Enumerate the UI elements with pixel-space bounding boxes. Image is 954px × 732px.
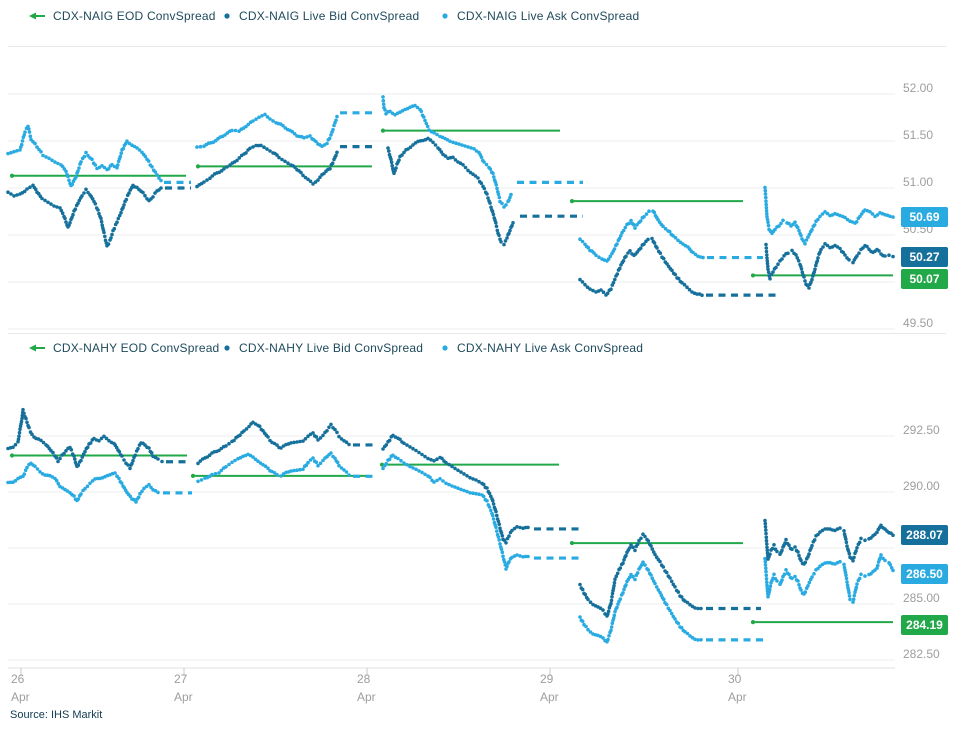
x-axis-month-label: Apr [540,690,559,704]
legend-label: CDX-NAIG EOD ConvSpread [53,9,216,23]
legend-item-nahy-bid[interactable]: CDX-NAHY Live Bid ConvSpread [222,339,423,357]
y-axis-tick-label: 52.00 [903,81,934,95]
bid-value-badge: 288.07 [901,525,948,546]
legend-item-naig-eod[interactable]: CDX-NAIG EOD ConvSpread [28,7,216,25]
panel-separator [8,333,946,334]
x-axis-month-label: Apr [728,690,747,704]
y-axis-tick-label: 49.50 [903,316,934,330]
x-axis-day-label: 27 [174,672,188,686]
eod-line-icon [29,12,45,20]
source-attribution: Source: IHS Markit [10,709,103,721]
x-axis-day-label: 30 [728,672,742,686]
legend-label: CDX-NAHY EOD ConvSpread [53,341,220,355]
y-axis-tick-label: 290.00 [903,479,940,493]
legend-item-nahy-ask[interactable]: CDX-NAHY Live Ask ConvSpread [440,339,643,357]
legend-item-naig-bid[interactable]: CDX-NAIG Live Bid ConvSpread [222,7,419,25]
x-axis-day-label: 26 [11,672,25,686]
x-axis-month-label: Apr [174,690,193,704]
eod-line-icon [29,344,45,352]
ask-dot-icon [442,345,448,351]
legend-label: CDX-NAIG Live Bid ConvSpread [239,9,420,23]
eod-value-badge: 50.07 [901,269,948,290]
y-axis-tick-label: 285.00 [903,591,940,605]
y-axis-tick-label: 282.50 [903,647,940,661]
x-axis-month-label: Apr [11,690,30,704]
y-axis-tick-label: 51.50 [903,128,934,142]
panel-separator [8,46,946,47]
legend-naig: CDX-NAIG EOD ConvSpread CDX-NAIG Live Bi… [0,7,954,25]
ask-value-badge: 286.50 [901,564,948,585]
legend-label: CDX-NAHY Live Bid ConvSpread [239,341,424,355]
legend-item-nahy-eod[interactable]: CDX-NAHY EOD ConvSpread [28,339,219,357]
bid-dot-icon [224,345,230,351]
legend-item-naig-ask[interactable]: CDX-NAIG Live Ask ConvSpread [440,7,639,25]
eod-value-badge: 284.19 [901,615,948,636]
y-axis-tick-label: 292.50 [903,423,940,437]
x-axis-month-label: Apr [357,690,376,704]
y-axis-tick-label: 51.00 [903,175,934,189]
bid-dot-icon [224,13,230,19]
ask-value-badge: 50.69 [901,207,948,228]
legend-nahy: CDX-NAHY EOD ConvSpread CDX-NAHY Live Bi… [0,339,954,357]
legend-label: CDX-NAIG Live Ask ConvSpread [457,9,640,23]
legend-label: CDX-NAHY Live Ask ConvSpread [457,341,644,355]
x-axis-day-label: 29 [540,672,554,686]
x-axis-day-label: 28 [357,672,371,686]
bid-value-badge: 50.27 [901,246,948,267]
ask-dot-icon [442,13,448,19]
